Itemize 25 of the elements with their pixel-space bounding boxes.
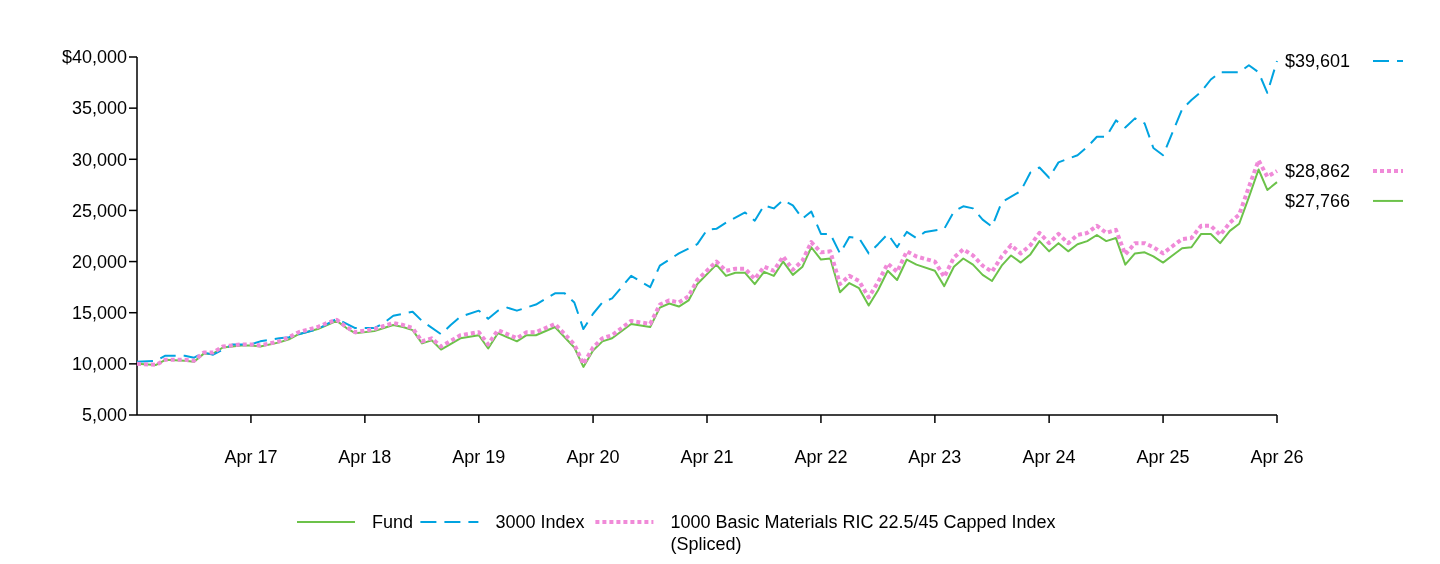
x-tick-label: Apr 23	[908, 447, 962, 467]
x-tick-label: Apr 26	[1250, 447, 1304, 467]
x-tick-label: Apr 22	[794, 447, 848, 467]
y-tick-label: 5,000	[81, 405, 127, 426]
annotation: $28,862	[1285, 161, 1351, 182]
x-tick-label: Apr 20	[566, 447, 620, 467]
x-tick-label: Apr 17	[224, 447, 278, 467]
annotation: $27,766	[1285, 191, 1351, 212]
legend-label: 3000 Index	[495, 512, 585, 533]
y-tick-label: 20,000	[71, 251, 127, 272]
x-tick-label: Apr 21	[680, 447, 734, 467]
x-tick-label: Apr 25	[1136, 447, 1190, 467]
y-tick-label: 30,000	[71, 149, 127, 170]
y-tick-label: 10,000	[71, 354, 127, 375]
x-tick-label: Apr 18	[338, 447, 392, 467]
annotation: $39,601	[1285, 51, 1351, 72]
line-series	[136, 60, 1278, 363]
y-tick-label: $40,000	[61, 47, 127, 68]
legend-label: Fund	[372, 512, 414, 533]
x-tick-label: Apr 24	[1022, 447, 1076, 467]
y-tick-label: 35,000	[71, 98, 127, 119]
y-tick-label: 15,000	[71, 303, 127, 324]
y-tick-label: 25,000	[71, 200, 127, 221]
legend-label: 1000 Basic Materials RIC 22.5/45 Capped Index (Spliced)	[670, 512, 1056, 554]
x-tick-label: Apr 19	[452, 447, 506, 467]
